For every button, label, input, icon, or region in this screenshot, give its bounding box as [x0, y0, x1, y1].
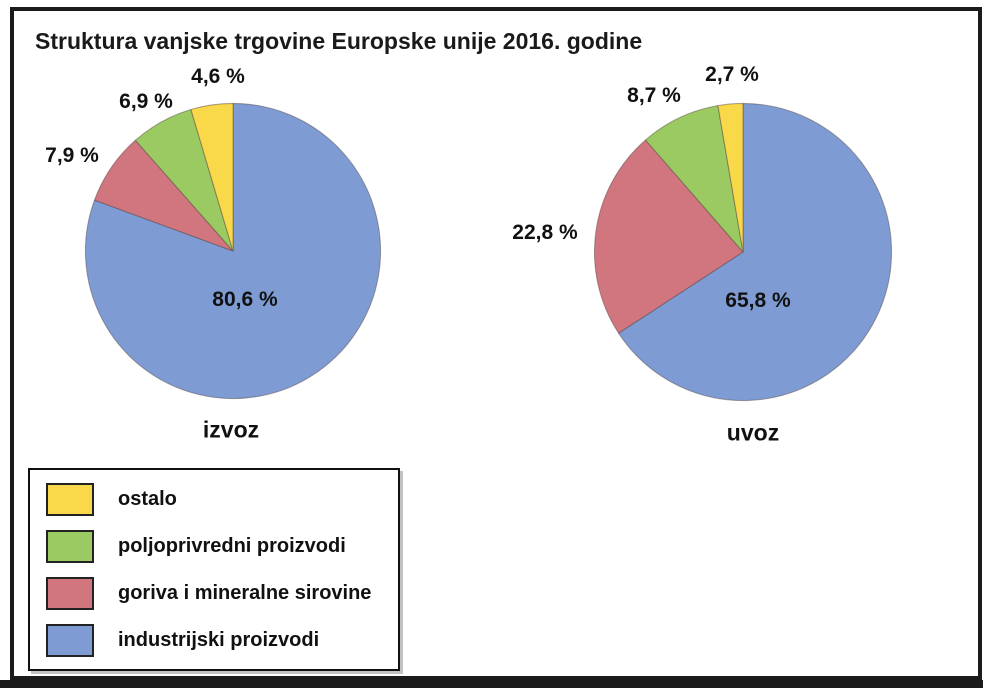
legend-label-goriva: goriva i mineralne sirovine: [118, 582, 372, 604]
slice-value-label-uvoz-poljoprivredni: 8,7 %: [627, 84, 681, 107]
bottom-rule: [0, 680, 983, 688]
legend-item-poljoprivredni: poljoprivredni proizvodi: [46, 530, 398, 563]
pie-slice-uvoz-goriva-i-mineralne-sirovine: [594, 139, 744, 334]
legend-label-industrijski: industrijski proizvodi: [118, 629, 320, 651]
legend-item-industrijski: industrijski proizvodi: [46, 624, 398, 657]
legend-label-poljoprivredni: poljoprivredni proizvodi: [118, 535, 346, 557]
pie-caption-uvoz: uvoz: [726, 419, 780, 446]
legend-box: ostalo poljoprivredni proizvodi goriva i…: [28, 468, 400, 671]
pie-chart-izvoz: [81, 99, 385, 403]
chart-title: Struktura vanjske trgovine Europske unij…: [35, 28, 643, 54]
pie-caption-izvoz: izvoz: [202, 416, 260, 443]
legend-swatch-industrijski-icon: [46, 624, 94, 657]
pie-slice-izvoz-poljoprivredni-proizvodi: [134, 109, 234, 252]
pie-slice-izvoz-goriva-i-mineralne-sirovine: [93, 139, 234, 252]
slice-value-label-uvoz-goriva: 22,8 %: [512, 221, 578, 244]
legend-item-goriva: goriva i mineralne sirovine: [46, 577, 398, 610]
legend-swatch-ostalo-icon: [46, 483, 94, 516]
legend-item-ostalo: ostalo: [46, 483, 398, 516]
legend-swatch-poljoprivredni-icon: [46, 530, 94, 563]
pie-chart-uvoz: [590, 99, 896, 405]
pie-slice-uvoz-industrijski-proizvodi: [618, 102, 893, 402]
pie-slice-uvoz-poljoprivredni-proizvodi: [644, 105, 744, 253]
slice-value-label-izvoz-industrijski: 80,6 %: [212, 288, 278, 311]
legend-swatch-goriva-icon: [46, 577, 94, 610]
pie-slice-izvoz-industrijski-proizvodi: [84, 102, 382, 400]
slice-value-label-izvoz-goriva: 7,9 %: [45, 144, 99, 167]
slice-value-label-uvoz-ostalo: 2,7 %: [705, 63, 759, 86]
slice-value-label-uvoz-industrijski: 65,8 %: [725, 289, 791, 312]
pie-slice-izvoz-ostalo: [190, 102, 234, 252]
legend-label-ostalo: ostalo: [118, 488, 177, 510]
pie-slice-uvoz-ostalo: [717, 102, 744, 253]
slice-value-label-izvoz-poljoprivredni: 6,9 %: [119, 90, 173, 113]
slice-value-label-izvoz-ostalo: 4,6 %: [191, 65, 245, 88]
